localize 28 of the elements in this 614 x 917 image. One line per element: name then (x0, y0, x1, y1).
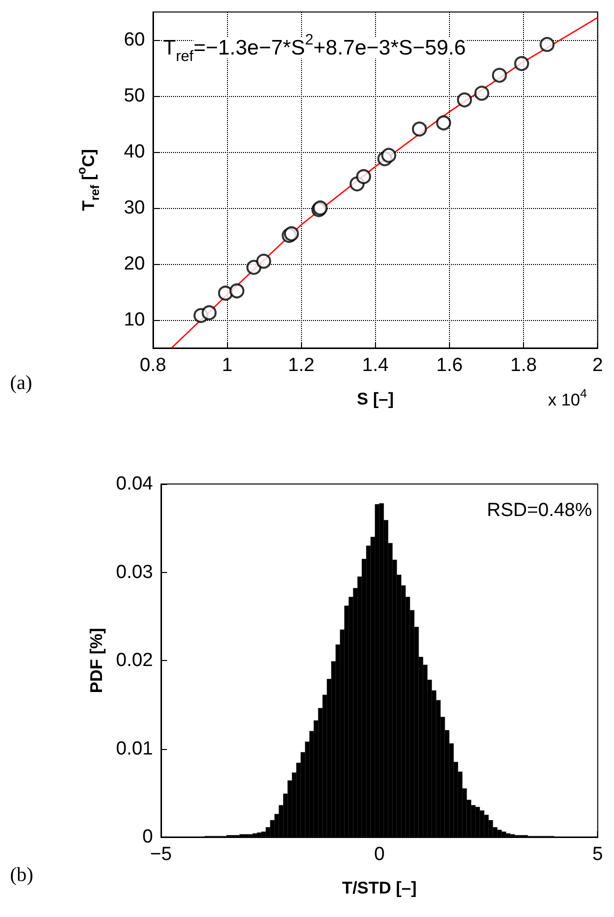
y-axis-title: PDF [%] (86, 628, 106, 694)
x-tick-label: 0.8 (140, 355, 166, 376)
y-tick-label: 20 (124, 254, 145, 274)
x-axis-title: T/STD [–] (342, 878, 417, 898)
x-tick-label: 1 (222, 355, 232, 376)
y-tick-label: 40 (124, 142, 145, 162)
y-tick-label: 50 (124, 86, 145, 106)
x-tick-label: 1.8 (510, 355, 537, 376)
x-tick-label: 0 (374, 844, 385, 865)
y-tick-label: 0.04 (116, 474, 154, 494)
text: (a) (10, 372, 32, 394)
x-tick-label: −5 (150, 844, 172, 865)
y-tick-label: 30 (124, 198, 145, 218)
x-axis-title: S [–] (356, 389, 394, 408)
x-tick-label: 1.2 (288, 355, 314, 376)
text: (b) (10, 864, 34, 886)
y-tick-label: 10 (124, 310, 145, 330)
y-tick-label: 0 (142, 826, 153, 848)
x-tick-label: 2 (592, 355, 604, 376)
y-axis-title: Tref [oC] (74, 149, 102, 211)
x-tick-label: 1.6 (436, 355, 463, 376)
x-tick-label: 5 (592, 844, 604, 865)
y-tick-label: 0.01 (116, 738, 153, 760)
x-tick-label: 1.4 (362, 355, 389, 376)
annotation: RSD=0.48% (486, 500, 592, 521)
y-tick-label: 0.03 (116, 562, 153, 583)
y-tick-label: 0.02 (116, 650, 153, 671)
y-tick-label: 60 (124, 30, 145, 50)
